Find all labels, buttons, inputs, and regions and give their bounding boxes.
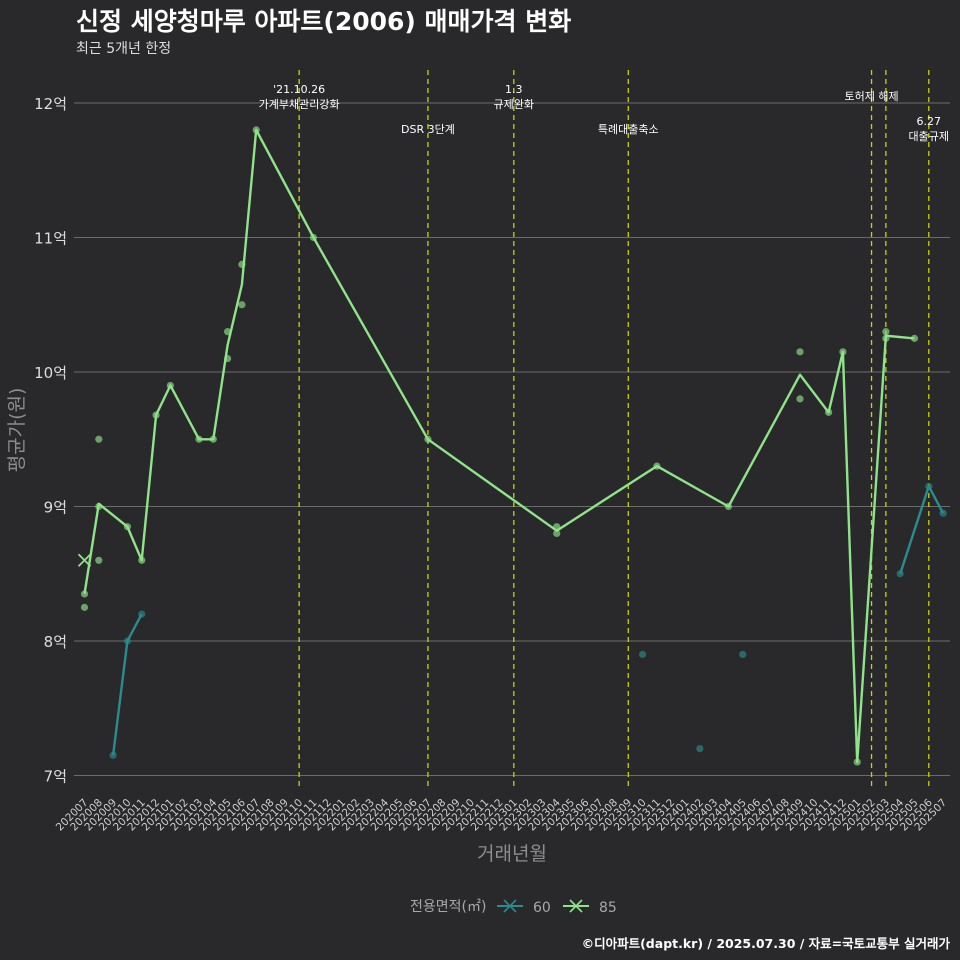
data-point-60 bbox=[739, 650, 747, 659]
data-point-85 bbox=[796, 348, 804, 356]
y-tick-label: 11억 bbox=[34, 230, 67, 248]
data-point-85 bbox=[80, 590, 89, 598]
data-point-85 bbox=[80, 603, 89, 611]
y-tick-label: 7억 bbox=[44, 768, 67, 786]
tick-layer: 7억8억9억10억11억12억2020072020082020092020102… bbox=[34, 95, 949, 833]
chart-title: 신정 세양청마루 아파트(2006) 매매가격 변화 bbox=[76, 7, 572, 36]
x-axis-label: 거래년월 bbox=[477, 843, 547, 865]
y-tick-label: 9억 bbox=[44, 499, 67, 517]
chart-subtitle: 최근 5개년 한정 bbox=[76, 41, 172, 57]
policy-event-label: 특례대출축소 bbox=[598, 123, 659, 136]
series-line-85 bbox=[83, 128, 915, 764]
data-point-60 bbox=[696, 745, 704, 753]
grid-layer bbox=[74, 102, 950, 776]
data-point-85 bbox=[553, 529, 561, 538]
legend-label: 85 bbox=[599, 900, 617, 916]
legend-title: 전용면적(㎡) bbox=[410, 899, 486, 915]
policy-event-label: 규제완화 bbox=[494, 98, 534, 111]
policy-event-label: '21.10.26 bbox=[273, 83, 325, 96]
legend-marker-icon bbox=[503, 899, 517, 913]
legend-item-85: 85 bbox=[563, 899, 617, 916]
legend: 전용면적(㎡) 60 85 bbox=[410, 899, 617, 916]
data-point-85 bbox=[238, 301, 246, 309]
legend-item-60: 60 bbox=[497, 899, 551, 916]
policy-event-label: DSR 3단계 bbox=[401, 123, 455, 136]
legend-marker-icon bbox=[569, 899, 583, 913]
series-layer bbox=[77, 126, 947, 766]
policy-event-label: 가계부채관리강화 bbox=[259, 98, 340, 111]
data-point-85 bbox=[882, 328, 890, 336]
y-axis-label: 평균가(원) bbox=[6, 388, 28, 473]
policy-event-label: 대출규제 bbox=[909, 130, 949, 143]
series-85 bbox=[80, 126, 919, 766]
data-point-85 bbox=[796, 395, 804, 403]
y-tick-label: 10억 bbox=[34, 364, 67, 382]
series-line-60 bbox=[111, 613, 143, 756]
policy-event-label: 6.27 bbox=[917, 115, 942, 128]
series-line-60 bbox=[899, 485, 945, 575]
policy-event-label: 1.3 bbox=[505, 83, 523, 96]
data-point-60 bbox=[638, 650, 647, 659]
legend-label: 60 bbox=[533, 900, 551, 916]
data-point-60 bbox=[109, 751, 117, 759]
series-60 bbox=[109, 482, 947, 759]
footer-credit: ©디아파트(dapt.kr) / 2025.07.30 / 자료=국토교통부 실… bbox=[581, 936, 950, 951]
data-point-85 bbox=[95, 435, 103, 443]
policy-event-label: 토허제 해제 bbox=[844, 89, 898, 103]
y-tick-label: 8억 bbox=[44, 633, 67, 651]
cross-marker bbox=[77, 553, 92, 567]
data-point-85 bbox=[95, 556, 103, 564]
y-tick-label: 12억 bbox=[34, 95, 67, 113]
